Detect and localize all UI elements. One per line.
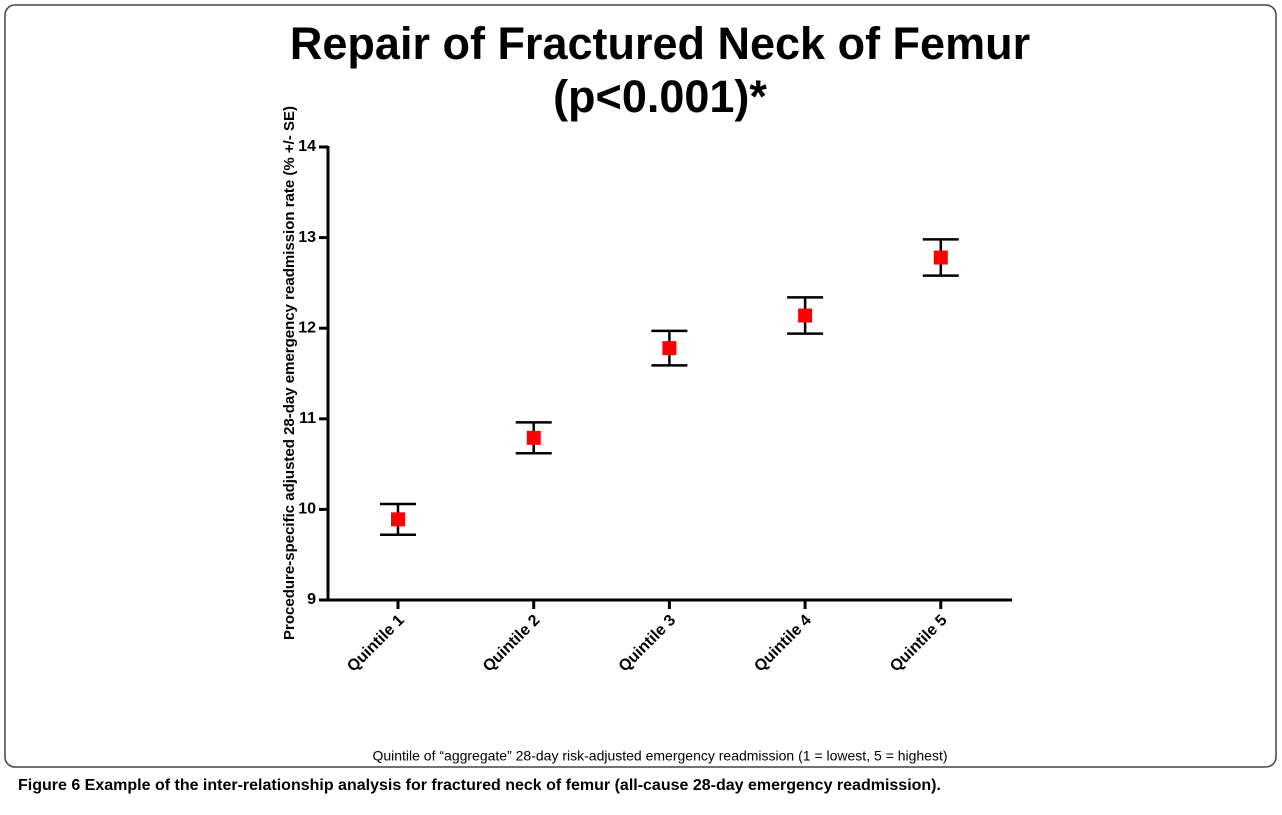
y-tick-label: 14 bbox=[298, 138, 316, 155]
x-axis-label: Quintile of “aggregate” 28-day risk-adju… bbox=[372, 748, 947, 764]
point bbox=[933, 250, 948, 265]
y-tick-label: 10 bbox=[298, 501, 316, 518]
frame bbox=[4, 4, 1277, 768]
x-tick-label: Quintile 4 bbox=[751, 612, 815, 676]
caption: Figure 6 Example of the inter-relationsh… bbox=[18, 777, 941, 794]
point bbox=[662, 341, 677, 356]
x-tick-label: Quintile 5 bbox=[887, 612, 951, 676]
x-tick-label: Quintile 3 bbox=[616, 612, 680, 676]
y-axis-label: Procedure-specific adjusted 28-day emerg… bbox=[281, 106, 298, 640]
y-tick-label: 13 bbox=[298, 229, 316, 246]
y-tick-label: 9 bbox=[307, 591, 316, 608]
y-tick-label: 11 bbox=[299, 410, 316, 427]
chart-title: Repair of Fractured Neck of Femur bbox=[290, 18, 1030, 69]
point bbox=[798, 308, 813, 323]
y-tick-label: 12 bbox=[298, 319, 316, 336]
x-tick-label: Quintile 1 bbox=[344, 612, 408, 676]
x-tick-label: Quintile 2 bbox=[480, 612, 544, 676]
chart-subtitle: (p<0.001)* bbox=[553, 71, 767, 122]
point bbox=[391, 512, 405, 527]
point bbox=[526, 430, 541, 445]
